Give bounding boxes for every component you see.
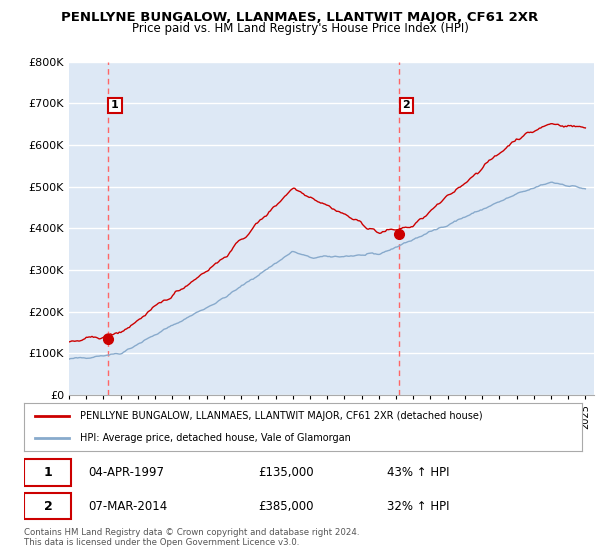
Text: 04-APR-1997: 04-APR-1997: [88, 466, 164, 479]
Text: 07-MAR-2014: 07-MAR-2014: [88, 500, 167, 512]
Text: PENLLYNE BUNGALOW, LLANMAES, LLANTWIT MAJOR, CF61 2XR (detached house): PENLLYNE BUNGALOW, LLANMAES, LLANTWIT MA…: [80, 411, 482, 421]
Text: 32% ↑ HPI: 32% ↑ HPI: [387, 500, 449, 512]
FancyBboxPatch shape: [24, 459, 71, 486]
Text: Price paid vs. HM Land Registry's House Price Index (HPI): Price paid vs. HM Land Registry's House …: [131, 22, 469, 35]
Text: 1: 1: [111, 100, 119, 110]
FancyBboxPatch shape: [24, 493, 71, 520]
Text: 2: 2: [44, 500, 52, 512]
Text: 1: 1: [44, 466, 52, 479]
Text: PENLLYNE BUNGALOW, LLANMAES, LLANTWIT MAJOR, CF61 2XR: PENLLYNE BUNGALOW, LLANMAES, LLANTWIT MA…: [61, 11, 539, 24]
Text: 43% ↑ HPI: 43% ↑ HPI: [387, 466, 449, 479]
Text: HPI: Average price, detached house, Vale of Glamorgan: HPI: Average price, detached house, Vale…: [80, 433, 350, 443]
Text: Contains HM Land Registry data © Crown copyright and database right 2024.
This d: Contains HM Land Registry data © Crown c…: [24, 528, 359, 547]
Text: £135,000: £135,000: [259, 466, 314, 479]
Text: 2: 2: [403, 100, 410, 110]
Text: £385,000: £385,000: [259, 500, 314, 512]
